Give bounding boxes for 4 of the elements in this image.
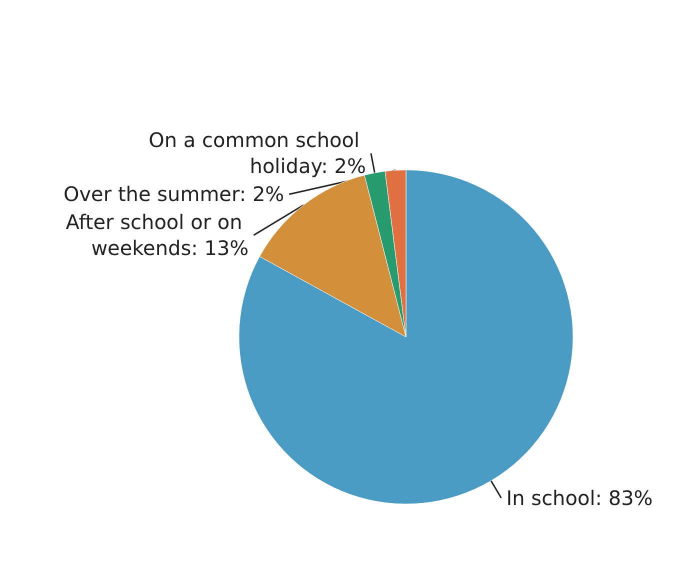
slice-label: After school or on weekends: 13% — [66, 210, 249, 260]
slice-label: In school: 83% — [506, 486, 653, 510]
slice-label: On a common school holiday: 2% — [148, 128, 366, 178]
slice-label: Over the summer: 2% — [63, 182, 284, 206]
